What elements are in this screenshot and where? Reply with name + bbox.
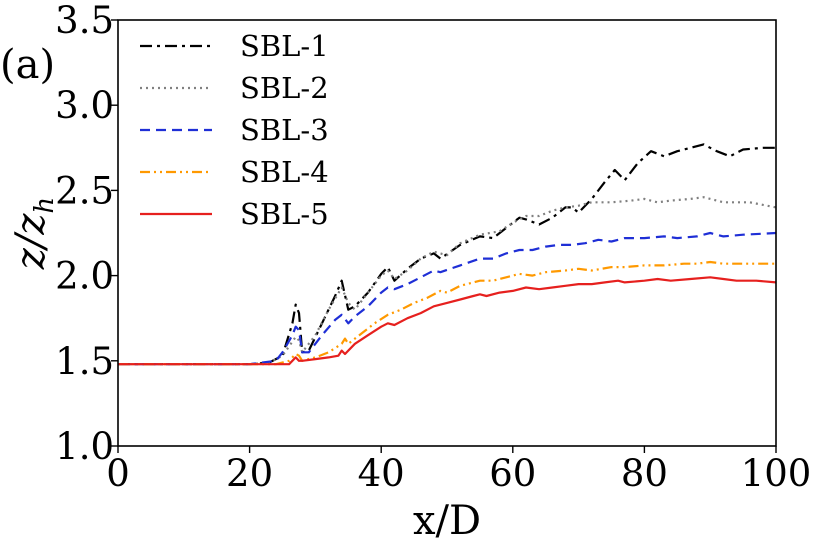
series-line-3	[118, 231, 777, 366]
series-line-5	[118, 276, 777, 366]
series-line-2	[118, 196, 777, 366]
y-tick-label: 1.5	[55, 340, 114, 383]
y-tick-label: 2.5	[55, 169, 114, 212]
y-tick-label: 1.0	[55, 425, 114, 468]
x-tick-label: 0	[106, 452, 130, 495]
series-line-4	[118, 260, 776, 366]
y-tick-label: 3.0	[55, 84, 114, 127]
legend-label-1: SBL-1	[240, 29, 329, 63]
y-axis: 1.0 1.5 2.0 2.5 3.0 3.5	[55, 0, 118, 468]
plot-frame	[117, 19, 777, 447]
x-axis-label: x/D	[413, 498, 481, 544]
series-layer	[118, 143, 777, 366]
x-tick-label: 20	[226, 452, 273, 495]
y-tick-label: 2.0	[55, 255, 114, 298]
y-axis-label: z/z	[8, 213, 54, 271]
legend-label-4: SBL-4	[240, 155, 329, 189]
legend-label-5: SBL-5	[240, 197, 329, 231]
svg-text:z/zh: z/zh	[8, 197, 60, 270]
x-tick-label: 100	[741, 452, 812, 495]
legend: SBL-1 SBL-2 SBL-3 SBL-4 SBL-5	[140, 29, 329, 231]
panel-label: (a)	[0, 42, 55, 88]
x-tick-label: 40	[358, 452, 405, 495]
x-axis: 0 20 40 60 80 100	[106, 446, 811, 495]
legend-label-2: SBL-2	[240, 71, 329, 105]
x-tick-label: 60	[489, 452, 536, 495]
legend-label-3: SBL-3	[240, 113, 329, 147]
y-tick-label: 3.5	[55, 0, 114, 42]
x-tick-label: 80	[621, 452, 668, 495]
y-axis-label-subscript: h	[30, 197, 60, 214]
y-axis-label-group: z/zh	[8, 197, 60, 270]
